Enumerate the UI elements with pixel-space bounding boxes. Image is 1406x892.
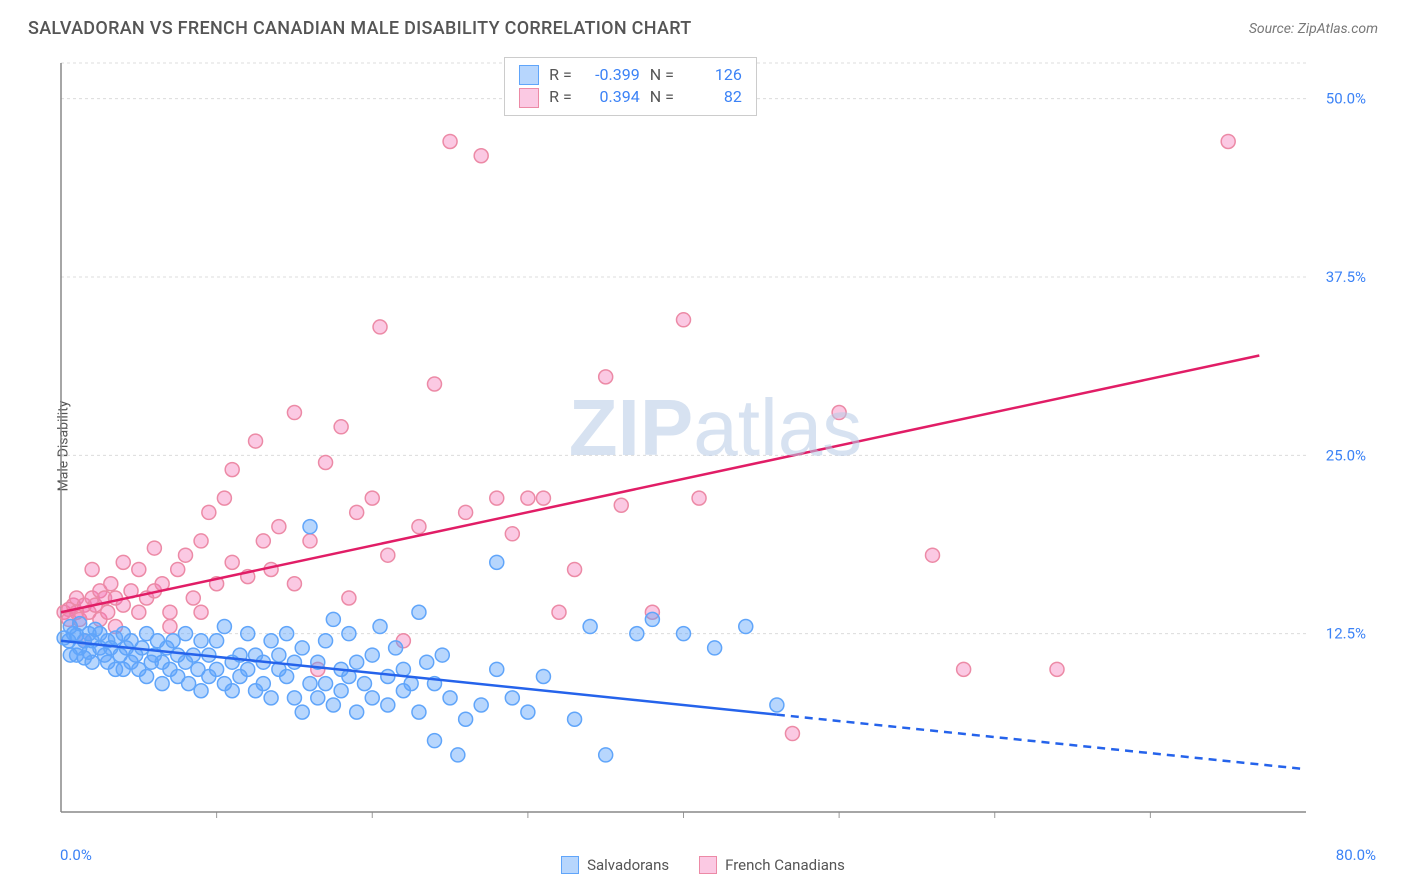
chart-area: 12.5%25.0%37.5%50.0% ZIPatlas R = -0.399… bbox=[55, 55, 1376, 832]
r-label: R = bbox=[549, 64, 572, 86]
svg-text:12.5%: 12.5% bbox=[1326, 625, 1366, 643]
legend-item-2: French Canadians bbox=[699, 856, 845, 874]
swatch-pink bbox=[519, 88, 539, 108]
n-value-1: 126 bbox=[684, 64, 742, 86]
bottom-legend: Salvadorans French Canadians bbox=[0, 856, 1406, 874]
legend-label-1: Salvadorans bbox=[587, 856, 669, 874]
legend-label-2: French Canadians bbox=[725, 856, 845, 874]
r-value-1: -0.399 bbox=[582, 64, 640, 86]
legend-item-1: Salvadorans bbox=[561, 856, 669, 874]
n-label: N = bbox=[650, 64, 674, 86]
legend-swatch-blue bbox=[561, 856, 579, 874]
stats-row-2: R = 0.394 N = 82 bbox=[519, 86, 742, 108]
swatch-blue bbox=[519, 65, 539, 85]
svg-text:50.0%: 50.0% bbox=[1326, 90, 1366, 108]
r-label: R = bbox=[549, 86, 572, 108]
svg-text:25.0%: 25.0% bbox=[1326, 446, 1366, 464]
svg-text:37.5%: 37.5% bbox=[1326, 268, 1366, 286]
chart-svg: 12.5% 25.0% 37.5% 50.0% bbox=[55, 55, 1376, 832]
stats-row-1: R = -0.399 N = 126 bbox=[519, 64, 742, 86]
stats-legend-box: R = -0.399 N = 126 R = 0.394 N = 82 bbox=[504, 57, 757, 116]
n-label: N = bbox=[650, 86, 674, 108]
r-value-2: 0.394 bbox=[582, 86, 640, 108]
chart-title: SALVADORAN VS FRENCH CANADIAN MALE DISAB… bbox=[28, 18, 691, 39]
legend-swatch-pink bbox=[699, 856, 717, 874]
n-value-2: 82 bbox=[684, 86, 742, 108]
source-label: Source: ZipAtlas.com bbox=[1249, 21, 1378, 37]
